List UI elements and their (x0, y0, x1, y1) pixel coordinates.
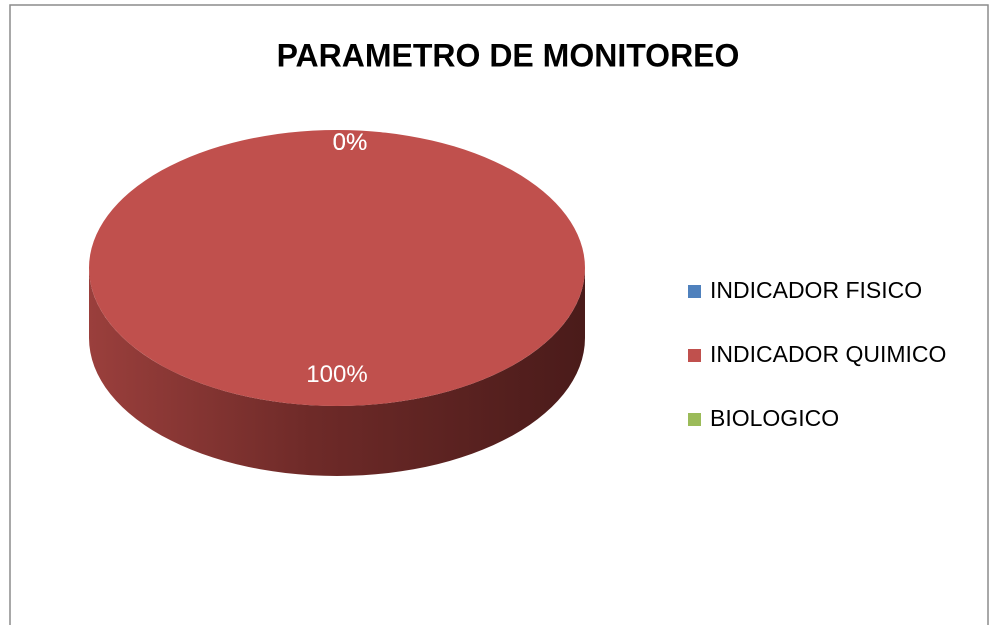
data-label: 0% (333, 129, 368, 156)
legend-label: BIOLOGICO (710, 405, 839, 431)
legend-label: INDICADOR FISICO (710, 277, 922, 303)
legend-swatch (688, 349, 701, 362)
pie-side (89, 268, 585, 476)
data-label: 0% (333, 129, 368, 156)
pie-slice (89, 130, 585, 406)
legend-swatch (688, 285, 701, 298)
legend-label: INDICADOR QUIMICO (710, 341, 946, 367)
legend-swatch (688, 413, 701, 426)
data-label: 100% (306, 361, 367, 388)
chart-title: PARAMETRO DE MONITOREO (277, 37, 740, 73)
